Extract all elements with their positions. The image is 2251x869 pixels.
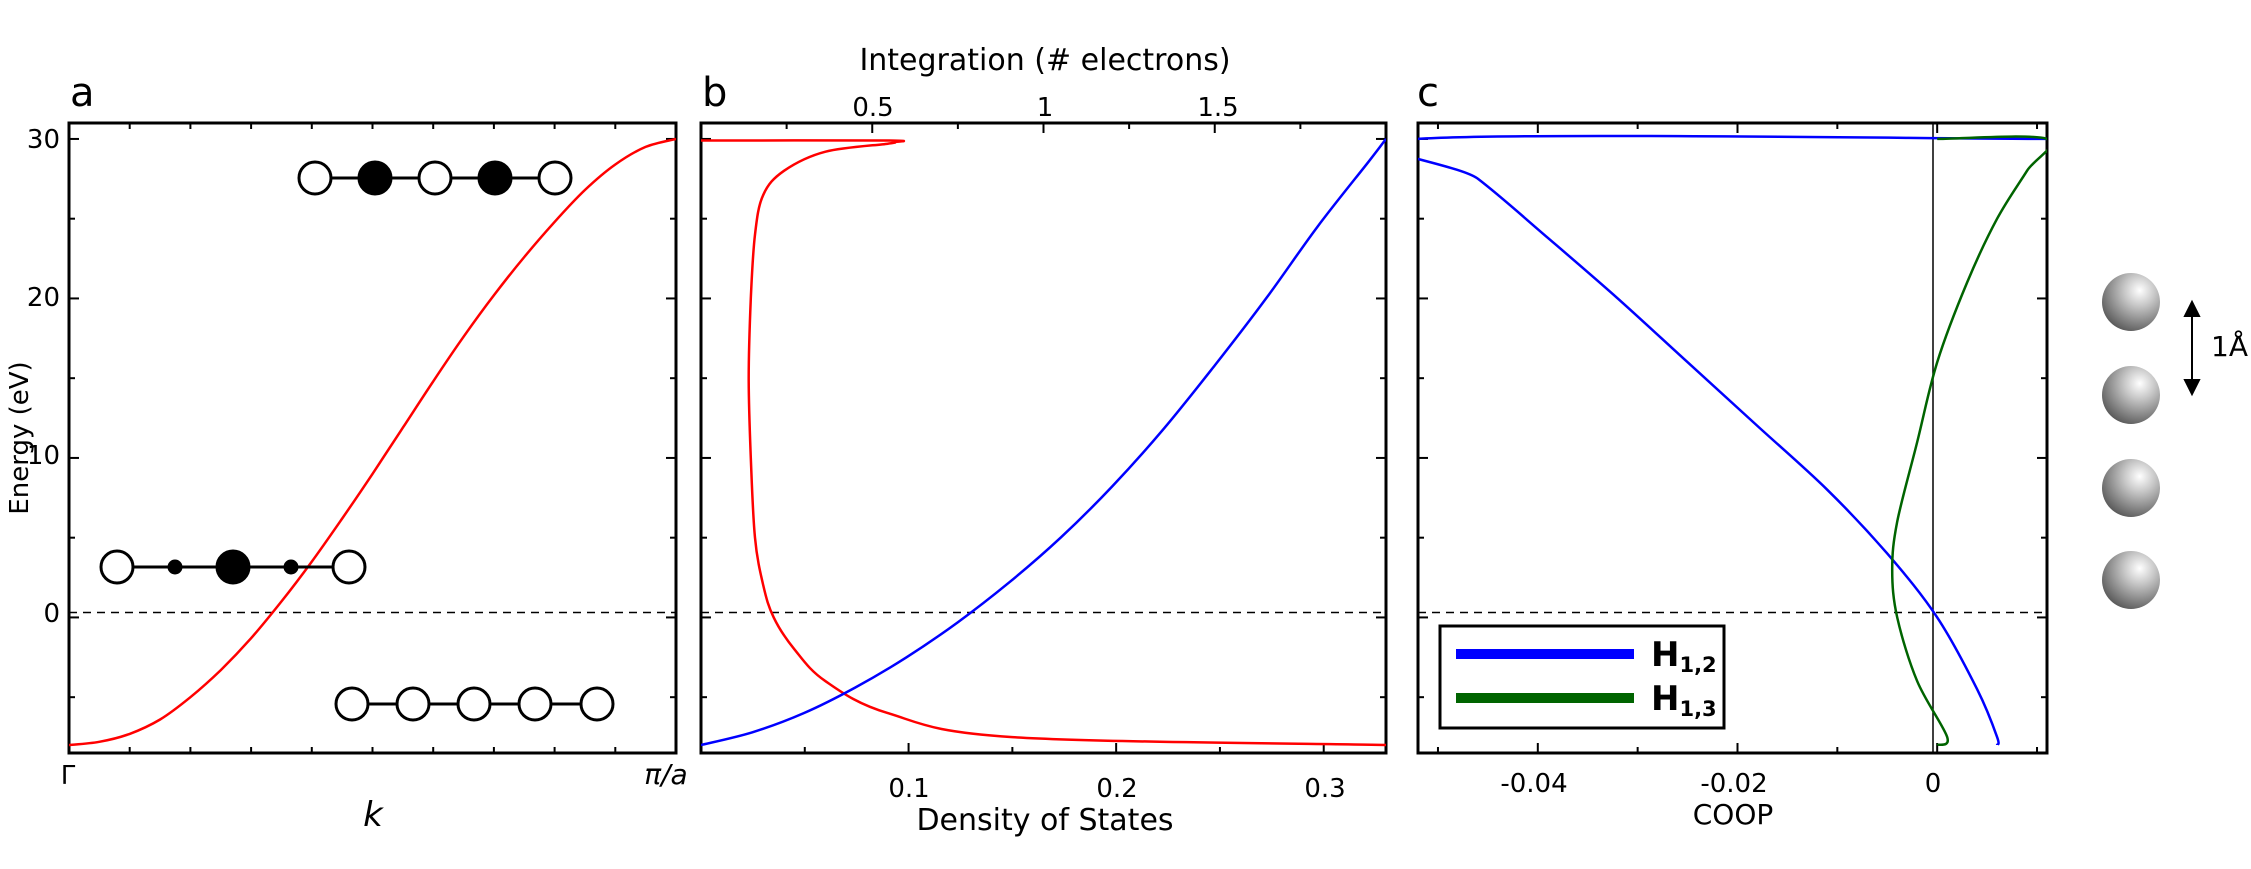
panel-letter-b: b xyxy=(702,70,727,116)
panel-b-xtick-label-0.1: 0.1 xyxy=(888,774,929,804)
panel-a: a 0 10 20 30 Energy (eV) Γ π/a k xyxy=(5,70,688,835)
orbital-diagram-bottom xyxy=(334,686,615,722)
panel-c-frame xyxy=(1416,121,2049,755)
panel-a-frame xyxy=(67,121,678,755)
legend-label-h13: H1,3 xyxy=(1651,679,1717,721)
panel-a-xlabel: k xyxy=(363,795,384,835)
panel-b-ticks xyxy=(701,123,1386,753)
panel-a-ytick-label-30: 30 xyxy=(27,125,60,155)
panel-a-y-ticks xyxy=(69,137,676,699)
panel-b-x2tick-label-0.5: 0.5 xyxy=(852,93,893,123)
panel-c-h13-line xyxy=(1890,135,2047,747)
atom-ball-2 xyxy=(2102,366,2160,424)
panel-b-top-axis-label: Integration (# electrons) xyxy=(859,43,1230,78)
panel-b-x2tick-label-1: 1 xyxy=(1037,93,1054,123)
scale-label: 1Å xyxy=(2211,329,2248,363)
panel-c-legend: H1,2 H1,3 xyxy=(1438,624,1726,730)
scale-arrow-icon xyxy=(2183,299,2201,397)
atom-ball-1 xyxy=(2102,273,2160,331)
atom-chain-illustration: 1Å xyxy=(2102,273,2248,609)
panel-b-xlabel: Density of States xyxy=(916,803,1173,838)
panel-letter-a: a xyxy=(70,70,95,116)
panel-a-ytick-label-10: 10 xyxy=(27,441,60,471)
legend-label-h12: H1,2 xyxy=(1651,635,1717,677)
panel-a-xtick-gamma: Γ xyxy=(61,761,76,791)
atom-ball-4 xyxy=(2102,551,2160,609)
panel-b: b Integration (# electrons) 0.1 0.2 0.3 … xyxy=(699,43,1388,838)
panel-b-x2tick-label-1.5: 1.5 xyxy=(1197,93,1238,123)
panel-b-integration-line xyxy=(701,138,1386,747)
panel-c-xlabel: COOP xyxy=(1693,798,1774,831)
legend-box xyxy=(1438,624,1726,730)
panel-letter-c: c xyxy=(1417,70,1439,116)
orbital-diagram-top xyxy=(297,160,573,196)
panel-c-xtick-label--0.04: -0.04 xyxy=(1500,769,1567,799)
atom-ball-3 xyxy=(2102,459,2160,517)
panel-c-xtick-label--0.02: -0.02 xyxy=(1700,769,1767,799)
panel-b-dos-line xyxy=(701,139,1386,747)
panel-a-ytick-label-20: 20 xyxy=(27,283,60,313)
orbital-diagram-middle xyxy=(99,549,367,585)
panel-a-ylabel: Energy (eV) xyxy=(5,361,35,514)
panel-b-frame xyxy=(699,121,1388,755)
panel-c-h12-line xyxy=(1418,134,2047,746)
panel-c: c H1,2 H1,3 -0.04 -0.02 0 COOP xyxy=(1416,70,2049,831)
panel-a-xtick-pi-over-a: π/a xyxy=(644,758,687,791)
panel-a-band-line xyxy=(69,137,676,747)
panel-b-xtick-label-0.2: 0.2 xyxy=(1096,774,1137,804)
panel-a-x-ticks xyxy=(128,123,617,753)
panel-a-ytick-label-0: 0 xyxy=(43,599,60,629)
panel-b-xtick-label-0.3: 0.3 xyxy=(1304,774,1345,804)
panel-c-xtick-label-0: 0 xyxy=(1925,769,1942,799)
